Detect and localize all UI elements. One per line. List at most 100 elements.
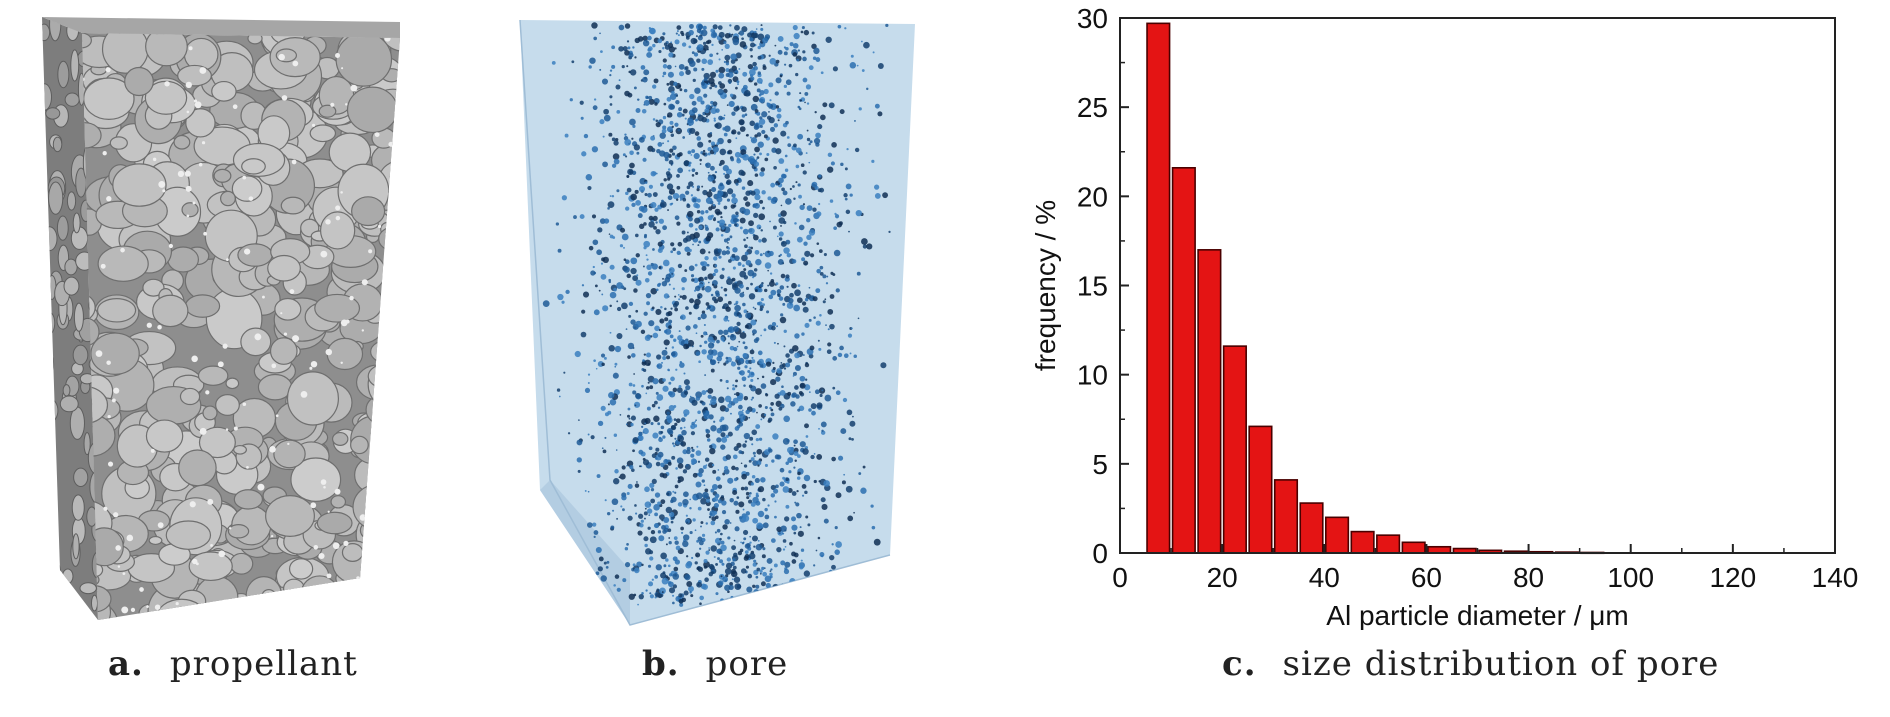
speck (313, 545, 319, 550)
pore-dot (740, 358, 744, 362)
pore-dot (675, 32, 678, 35)
pore-dot (671, 425, 677, 431)
speck (254, 333, 262, 341)
pore-dot (790, 401, 796, 407)
pore-dot (736, 158, 742, 164)
pore-dot (789, 187, 792, 191)
pore-dot (774, 454, 780, 460)
pore-dot (799, 99, 802, 102)
pore-dot (783, 568, 790, 575)
pore-dot (667, 461, 672, 466)
particle (383, 418, 400, 451)
pore-dot (734, 304, 741, 312)
pore-dot (700, 313, 707, 320)
particle (73, 467, 89, 487)
pore-dot (818, 174, 822, 178)
pore-dot (793, 197, 796, 200)
pore-dot (761, 129, 766, 135)
pore-dot (749, 491, 752, 495)
pore-dot (626, 65, 629, 68)
pore-dot (816, 211, 822, 217)
pore-dot (768, 417, 773, 422)
pore-dot (689, 395, 692, 398)
pore-dot (782, 302, 786, 306)
pore-dot (745, 201, 751, 207)
pore-dot (597, 420, 604, 427)
pore-dot (695, 481, 702, 488)
particle (72, 344, 89, 366)
speck (227, 613, 234, 620)
pore-dot (607, 403, 610, 406)
pore-dot (770, 289, 777, 296)
pore-dot (793, 552, 799, 558)
pore-dot (626, 187, 632, 193)
speck (361, 329, 365, 332)
pore-dot (679, 602, 684, 607)
pore-dot (678, 476, 684, 483)
pore-dot (727, 590, 730, 594)
pore-dot (640, 65, 646, 70)
pore-dot (722, 127, 726, 131)
pore-dot (708, 549, 711, 551)
pore-dot (761, 566, 765, 570)
bar (1299, 502, 1324, 554)
pore-dot (700, 525, 702, 528)
particle (45, 582, 54, 608)
pore-dot (787, 358, 793, 364)
pore-dot (750, 457, 755, 462)
pore-dot (710, 141, 716, 146)
pore-dot (756, 448, 763, 455)
pore-dot (669, 93, 677, 100)
speck (335, 205, 341, 211)
pore-dot (629, 169, 633, 174)
speck (363, 611, 369, 616)
speck (275, 414, 279, 418)
pore-dot (802, 203, 806, 206)
pore-dot (744, 113, 748, 116)
pore-dot (609, 331, 612, 334)
pore-dot (829, 323, 835, 330)
pore-dot (709, 86, 712, 90)
particle (229, 552, 254, 575)
pore-dot (697, 244, 700, 247)
pore-dot (595, 367, 598, 370)
pore-dot (719, 379, 723, 382)
pore-dot (643, 222, 647, 226)
pore-dot (719, 419, 723, 423)
pore-dot (652, 215, 658, 221)
pore-dot (598, 289, 601, 292)
pore-dot (806, 205, 813, 212)
pore-dot (748, 384, 753, 389)
speck (340, 191, 343, 194)
pore-dot (716, 528, 721, 533)
pore-dot (685, 345, 690, 349)
pore-dot (715, 592, 719, 596)
pore-dot (678, 598, 684, 604)
pore-dot (793, 444, 796, 447)
pore-dot (642, 157, 647, 162)
pore-dot (643, 511, 648, 516)
pore-dot (707, 508, 710, 511)
pore-dot (729, 93, 734, 98)
speck (205, 390, 210, 395)
pore-dot (701, 116, 707, 123)
pore-dot (707, 305, 711, 309)
pore-dot (631, 353, 636, 358)
pore-dot (680, 417, 686, 423)
pore-dot (705, 227, 709, 231)
pore-dot (627, 515, 633, 521)
pore-dot (694, 420, 697, 423)
pore-dot (676, 250, 681, 255)
pore-box-edge (519, 19, 891, 626)
pore-dot (695, 228, 698, 231)
pore-dot (686, 231, 689, 234)
pore-dot (800, 586, 805, 591)
pore-dot (803, 570, 811, 577)
pore-dot (608, 392, 615, 399)
pore-dot (801, 301, 807, 306)
particle (49, 17, 62, 42)
pore-dot (730, 568, 737, 575)
pore-dot (743, 395, 749, 401)
pore-dot (690, 594, 694, 598)
pore-dot (601, 447, 604, 450)
